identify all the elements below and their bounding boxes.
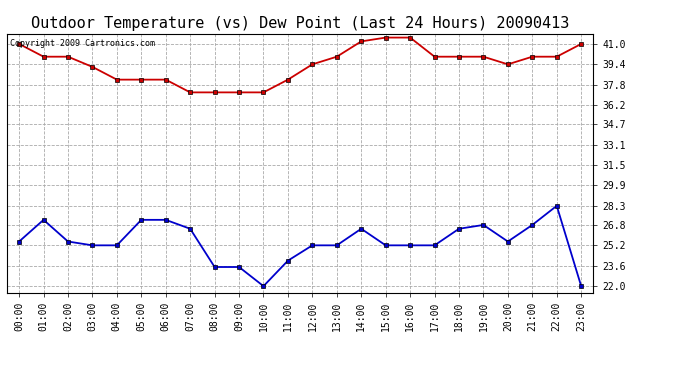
Text: Copyright 2009 Cartronics.com: Copyright 2009 Cartronics.com: [10, 39, 155, 48]
Title: Outdoor Temperature (vs) Dew Point (Last 24 Hours) 20090413: Outdoor Temperature (vs) Dew Point (Last…: [31, 16, 569, 31]
